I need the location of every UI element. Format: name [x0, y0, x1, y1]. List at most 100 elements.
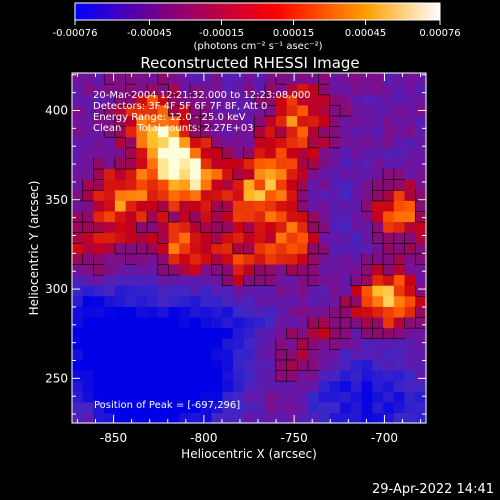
heatmap-cell	[350, 115, 363, 127]
heatmap-cell	[222, 412, 234, 424]
heatmap-cell	[136, 242, 148, 255]
heatmap-cell	[222, 242, 234, 254]
heatmap-cell	[147, 147, 159, 159]
heatmap-cell	[136, 295, 148, 307]
heatmap-cell	[168, 263, 181, 276]
heatmap-cell	[232, 157, 245, 170]
heatmap-cell	[254, 327, 266, 339]
heatmap-cell	[82, 147, 95, 159]
heatmap-cell	[275, 232, 288, 244]
heatmap-cell	[93, 274, 105, 286]
heatmap-cell	[382, 231, 395, 244]
heatmap-cell	[350, 221, 363, 233]
heatmap-cell	[222, 306, 234, 318]
heatmap-cell	[297, 306, 309, 318]
heatmap-cell	[125, 391, 137, 403]
heatmap-cell	[190, 179, 202, 191]
heatmap-cell	[393, 178, 406, 191]
heatmap-cell	[264, 263, 277, 276]
heatmap-cell	[361, 242, 373, 254]
heatmap-cell	[415, 263, 427, 276]
heatmap-cell	[350, 285, 363, 297]
heatmap-cell	[168, 338, 180, 350]
heatmap-cell	[415, 295, 427, 307]
heatmap-cell	[168, 179, 180, 191]
heatmap-cell	[297, 115, 309, 127]
heatmap-cell	[372, 157, 384, 170]
heatmap-cell	[254, 253, 266, 265]
heatmap-cell	[232, 94, 245, 106]
heatmap-cell	[264, 274, 277, 287]
colorbar-unit-label: (photons cm⁻² s⁻¹ asec⁻²)	[193, 41, 322, 52]
heatmap-cell	[329, 253, 341, 265]
heatmap-cell	[372, 136, 384, 148]
heatmap-cell	[286, 200, 298, 212]
heatmap-cell	[222, 104, 234, 117]
heatmap-cell	[72, 285, 84, 297]
heatmap-cell	[243, 401, 255, 413]
heatmap-cell	[350, 316, 363, 329]
heatmap-cell	[232, 83, 245, 95]
heatmap-cell	[72, 274, 84, 286]
heatmap-cell	[82, 242, 95, 254]
heatmap-cell	[179, 115, 191, 127]
heatmap-cell	[404, 295, 416, 307]
heatmap-cell	[329, 189, 341, 201]
heatmap-cell	[179, 94, 191, 106]
heatmap-cell	[383, 391, 395, 403]
heatmap-cell	[393, 401, 406, 413]
heatmap-cell	[125, 327, 137, 339]
heatmap-cell	[318, 306, 331, 318]
heatmap-cell	[414, 242, 427, 255]
heatmap-cell	[361, 168, 373, 180]
heatmap-cell	[72, 94, 84, 106]
heatmap-cell	[221, 274, 234, 287]
heatmap-cell	[372, 391, 384, 403]
heatmap-cell	[308, 115, 320, 127]
heatmap-cell	[265, 136, 277, 148]
heatmap-cell	[179, 157, 191, 170]
heatmap-cell	[157, 348, 170, 360]
heatmap-cell	[211, 83, 223, 95]
heatmap-cell	[372, 231, 384, 244]
heatmap-cell	[361, 94, 373, 106]
heatmap-cell	[404, 412, 416, 424]
heatmap-cell	[200, 189, 213, 201]
heatmap-cell	[329, 136, 342, 149]
heatmap-cell	[93, 285, 105, 297]
heatmap-cell	[211, 306, 223, 318]
heatmap-cell	[329, 369, 341, 382]
heatmap-cell	[361, 104, 373, 117]
heatmap-cell	[414, 253, 427, 265]
heatmap-cell	[125, 285, 137, 297]
heatmap-cell	[221, 221, 234, 233]
heatmap-cell	[104, 348, 116, 360]
heatmap-cell	[361, 306, 373, 318]
colorbar-tick-label: 0.00076	[419, 28, 460, 39]
heatmap-cell	[93, 338, 105, 350]
heatmap-cell	[147, 94, 159, 106]
heatmap-cell	[393, 253, 406, 265]
heatmap-cell	[179, 380, 191, 392]
heatmap-cell	[393, 115, 406, 127]
heatmap-cell	[393, 189, 406, 201]
heatmap-cell	[350, 147, 363, 159]
heatmap-cell	[340, 126, 352, 138]
heatmap-cell	[222, 295, 234, 307]
heatmap-cell	[243, 391, 255, 403]
heatmap-cell	[200, 274, 213, 286]
heatmap-cell	[318, 147, 331, 159]
heatmap-cell	[361, 179, 373, 191]
heatmap-cell	[72, 306, 84, 318]
heatmap-cell	[404, 210, 416, 223]
heatmap-cell	[243, 412, 255, 424]
heatmap-cell	[254, 189, 266, 201]
heatmap-cell	[157, 231, 170, 244]
heatmap-cell	[275, 337, 288, 350]
heatmap-cell	[361, 73, 373, 85]
heatmap-cell	[297, 295, 309, 307]
heatmap-cell	[147, 157, 159, 170]
heatmap-cell	[114, 306, 127, 318]
heatmap-cell	[114, 179, 127, 191]
heatmap-cell	[350, 136, 363, 148]
